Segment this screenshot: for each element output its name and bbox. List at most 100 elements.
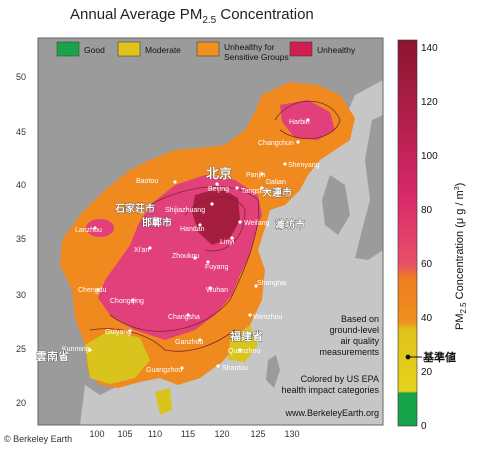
- map-legend: Good Moderate Unhealthy for Sensitive Gr…: [56, 41, 356, 62]
- city-baotou: Baotou: [136, 178, 158, 185]
- lat-tick-50: 50: [16, 72, 26, 82]
- taiwan-land: [266, 355, 280, 388]
- city-guiyang: Guiyang: [105, 329, 131, 336]
- legend-label-usg-1: Unhealthy for: [224, 42, 275, 52]
- city-dot: [306, 118, 310, 122]
- city-quanzhou: Quanzhou: [228, 348, 260, 355]
- city-dot: [198, 223, 202, 227]
- city-dot: [180, 366, 184, 370]
- cbar-tick-100: 100: [421, 151, 438, 162]
- city-dot: [93, 226, 97, 230]
- city-kunming: Kunming: [62, 346, 90, 353]
- region-very-unhealthy-core: [192, 188, 240, 245]
- title-main: Annual Average PM: [70, 6, 203, 23]
- cjk-fujian: 福建省: [229, 329, 263, 343]
- title-subscript: 2.5: [202, 15, 217, 26]
- cjk-beijing: 北京: [206, 166, 232, 182]
- city-handan: Handan: [180, 226, 205, 233]
- lon-tick-115: 115: [181, 429, 195, 439]
- city-dot: [238, 220, 242, 224]
- legend-swatch-good: [56, 41, 80, 57]
- lon-tick-110: 110: [148, 429, 162, 439]
- note-line-4: measurements: [319, 347, 379, 357]
- cjk-yunnan: 雲南省: [36, 349, 69, 363]
- city-weifang: Weifang: [244, 220, 270, 227]
- note-line-3: air quality: [340, 336, 379, 346]
- city-dot: [88, 348, 92, 352]
- city-dalian: Dalian: [266, 179, 286, 186]
- city-zhoukou: Zhoukou: [172, 253, 199, 260]
- city-wuhan: Wuhan: [206, 287, 228, 294]
- city-dot: [206, 260, 210, 264]
- city-changsha: Changsha: [168, 314, 200, 321]
- city-dot: [208, 286, 212, 290]
- note-line-1: Based on: [341, 314, 379, 324]
- city-wenzhou: Wenzhou: [253, 314, 283, 321]
- city-panjin: Panjin: [246, 172, 266, 179]
- note-url: www.BerkeleyEarth.org: [284, 408, 379, 418]
- contour-line: [109, 186, 259, 332]
- reference-label: 基準値: [423, 352, 456, 364]
- region-moderate-hainan: [155, 388, 172, 415]
- city-dot: [128, 329, 132, 333]
- cbar-tick-140: 140: [421, 43, 438, 54]
- cjk-annotations: 北京 大連市 石家荘市 邯鄲市 濰坊市 福建省 雲南省: [36, 166, 306, 364]
- cbar-tick-80: 80: [421, 205, 433, 216]
- cjk-handan: 邯鄲市: [142, 216, 172, 229]
- notes: Based on ground-level air quality measur…: [281, 314, 379, 418]
- legend-label-usg-2: Sensitive Groups: [224, 52, 289, 62]
- legend-label-unhealthy: Unhealthy: [317, 45, 356, 55]
- city-dot: [260, 172, 264, 176]
- cbar-label-tail: Concentration (μ g / m: [454, 190, 466, 302]
- cbar-label-end: ): [454, 183, 466, 187]
- city-dot: [283, 162, 287, 166]
- city-dot: [230, 236, 234, 240]
- city-dot: [296, 140, 300, 144]
- city-dot: [248, 313, 252, 317]
- footer-credit: © Berkeley Earth: [4, 434, 73, 444]
- region-unhealthy-lanzhou: [86, 219, 114, 237]
- cbar-tick-0: 0: [421, 421, 427, 432]
- legend-swatch-moderate: [117, 41, 141, 57]
- lon-tick-130: 130: [284, 429, 299, 439]
- city-dot: [173, 180, 177, 184]
- korea-land: [322, 175, 350, 235]
- city-lanzhou: Lanzhou: [75, 227, 102, 234]
- contour-line: [89, 328, 236, 352]
- region-moderate-south-west: [85, 330, 150, 384]
- city-chengdu: Chengdu: [78, 287, 107, 294]
- lat-tick-25: 25: [16, 344, 26, 354]
- longitude-axis: 100 105 110 115 120 125 130: [89, 429, 299, 439]
- cbar-tick-120: 120: [421, 97, 438, 108]
- cjk-weifang: 濰坊市: [275, 218, 305, 231]
- city-shanghai: Shanghai: [257, 280, 287, 287]
- lat-tick-35: 35: [16, 234, 26, 244]
- japan-land: [355, 115, 383, 260]
- city-harbin: Harbin: [289, 119, 310, 126]
- city-shantou: Shantou: [222, 365, 248, 372]
- lon-tick-125: 125: [250, 429, 265, 439]
- city-dot: [216, 364, 220, 368]
- city-beijing: Beijing: [208, 186, 229, 193]
- city-fuyang: Fuyang: [205, 264, 228, 271]
- city-dot: [210, 202, 214, 206]
- city-tangshan: Tangshan: [241, 188, 271, 195]
- city-guangzhou: Guangzhou: [146, 367, 182, 374]
- city-dot: [215, 182, 219, 186]
- city-dot: [235, 186, 239, 190]
- cbar-tick-40: 40: [421, 313, 433, 324]
- city-dot: [193, 256, 197, 260]
- city-shijiazhuang: Shijiazhuang: [165, 207, 205, 214]
- lat-tick-20: 20: [16, 398, 26, 408]
- city-xian: Xi'an: [134, 247, 149, 254]
- city-dot: [238, 348, 242, 352]
- note-line-5: Colored by US EPA: [301, 374, 379, 384]
- cbar-tick-20: 20: [421, 367, 433, 378]
- map-frame: [37, 37, 384, 426]
- latitude-axis: 50 45 40 35 30 25 20: [16, 72, 26, 408]
- contour-line: [184, 196, 246, 252]
- city-dot: [254, 284, 258, 288]
- note-line-6: health impact categories: [281, 385, 379, 395]
- city-chongqing: Chongqing: [110, 298, 144, 305]
